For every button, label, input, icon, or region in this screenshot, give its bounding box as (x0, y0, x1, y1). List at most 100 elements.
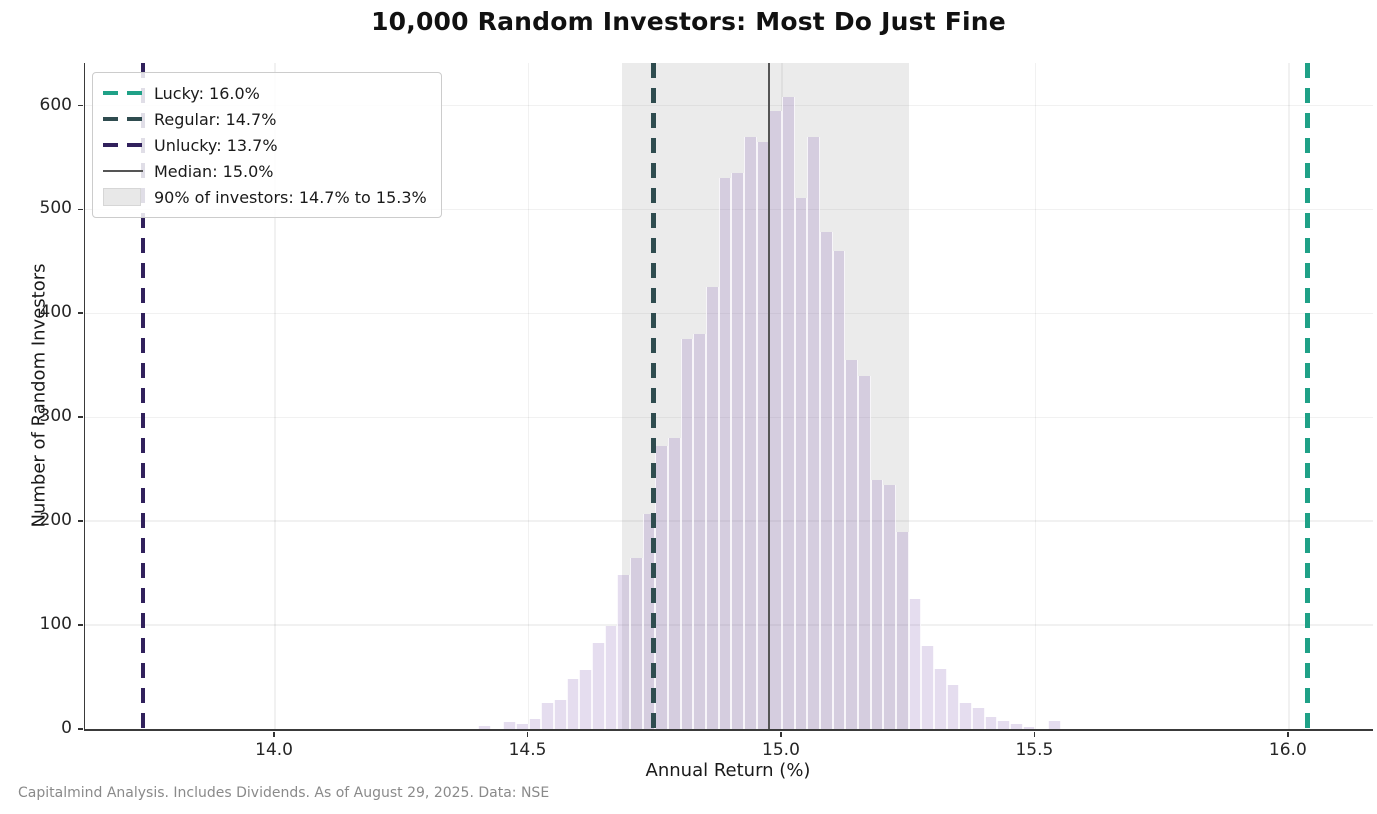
legend-item-lucky: Lucky: 16.0% (103, 80, 427, 106)
histogram-bar (477, 725, 491, 729)
histogram-bar (553, 699, 567, 729)
y-tick-label: 100 (39, 614, 72, 635)
y-tick-label: 400 (39, 302, 72, 323)
y-gridline (85, 520, 1373, 522)
legend-label: Lucky: 16.0% (154, 83, 260, 103)
histogram-bar (515, 723, 529, 729)
histogram-bar (870, 479, 884, 729)
histogram-bar (591, 642, 605, 729)
y-gridline (85, 312, 1373, 315)
y-tick-label: 0 (61, 718, 72, 738)
histogram-bar (667, 438, 681, 729)
y-gridline (85, 208, 1373, 211)
y-tick (77, 208, 83, 211)
histogram-bar (858, 375, 871, 729)
x-tick-label: 16.0 (1268, 740, 1307, 760)
x-tick-label: 15.0 (762, 740, 800, 760)
histogram-bar (807, 136, 820, 729)
histogram-bar (845, 360, 858, 729)
histogram-bar (883, 484, 897, 729)
histogram-bar (959, 703, 973, 729)
vline-median (767, 63, 771, 729)
x-tick (1286, 731, 1289, 737)
dash-swatch-icon (103, 90, 143, 96)
y-tick-label: 200 (39, 510, 72, 531)
band-90pct (621, 63, 909, 729)
histogram-bar (972, 708, 985, 729)
legend: Lucky: 16.0% Regular: 14.7% Unlucky: 13.7%… (92, 72, 442, 218)
y-tick (77, 728, 83, 730)
y-tick (77, 104, 83, 107)
y-gridline (85, 416, 1373, 419)
x-tick-label: 14.0 (255, 740, 293, 760)
histogram-bar (769, 110, 782, 729)
legend-swatch-shape (103, 169, 143, 173)
histogram-bar (984, 716, 998, 729)
legend-label: Unlucky: 13.7% (154, 135, 278, 155)
histogram-bar (731, 173, 744, 729)
histogram-bar (693, 334, 706, 729)
x-gridline (527, 63, 530, 729)
histogram-bar (781, 97, 795, 729)
histogram-bar (794, 198, 808, 729)
y-axis-label: Number of Random Investors (28, 263, 50, 528)
x-tick (1033, 731, 1036, 737)
histogram-bar (503, 721, 516, 729)
chart-title: 10,000 Random Investors: Most Do Just Fi… (371, 7, 1006, 36)
vline-regular (651, 63, 656, 729)
histogram-bar (908, 599, 922, 729)
legend-item-band: 90% of investors: 14.7% to 15.3% (103, 184, 427, 210)
y-tick-label: 500 (39, 198, 72, 219)
histogram-bar (617, 575, 630, 729)
histogram-bar (997, 720, 1011, 729)
histogram-bar (566, 679, 580, 729)
y-tick-label: 600 (39, 94, 72, 115)
histogram-bar (718, 178, 732, 729)
x-tick (526, 731, 529, 737)
x-tick-label: 15.5 (1015, 740, 1054, 760)
solid-swatch-icon (103, 169, 143, 173)
x-gridline (1288, 63, 1290, 729)
histogram-bar (819, 232, 833, 729)
histogram-bar (946, 685, 960, 729)
legend-swatch-shape (103, 90, 143, 96)
x-axis-label: Annual Return (%) (645, 760, 811, 781)
histogram-bar (921, 645, 935, 729)
vline-unlucky (140, 63, 146, 729)
y-tick (77, 312, 83, 315)
legend-item-unlucky: Unlucky: 13.7% (103, 132, 427, 158)
y-tick (77, 416, 83, 419)
histogram-bar (528, 718, 542, 729)
legend-label: Regular: 14.7% (154, 109, 277, 129)
histogram-bar (896, 531, 909, 729)
histogram-bar (541, 703, 554, 729)
histogram-bar (1010, 723, 1023, 729)
histogram-bar (604, 626, 618, 729)
dash-swatch-icon (103, 116, 143, 122)
histogram-bar (743, 136, 757, 729)
y-tick (77, 520, 83, 523)
y-gridline (85, 104, 1373, 107)
legend-swatch-shape (103, 142, 143, 148)
histogram-bar (1048, 720, 1061, 729)
x-tick (273, 731, 275, 737)
patch-swatch-icon (103, 188, 143, 206)
x-gridline (274, 63, 276, 729)
histogram-bar (705, 287, 719, 729)
histogram-bar (680, 339, 694, 729)
histogram-bar (832, 251, 846, 729)
y-gridline (85, 624, 1373, 626)
legend-item-median: Median: 15.0% (103, 158, 427, 184)
histogram-bar (655, 446, 668, 729)
legend-label: 90% of investors: 14.7% to 15.3% (154, 187, 427, 207)
x-tick (780, 731, 782, 737)
source-note: Capitalmind Analysis. Includes Dividends… (18, 785, 550, 801)
histogram-bar (1022, 726, 1036, 729)
x-gridline (1034, 63, 1037, 729)
x-tick-label: 14.5 (508, 740, 547, 760)
dash-swatch-icon (103, 142, 143, 148)
histogram-bar (629, 557, 643, 729)
histogram-bar (579, 669, 592, 729)
legend-item-regular: Regular: 14.7% (103, 106, 427, 132)
